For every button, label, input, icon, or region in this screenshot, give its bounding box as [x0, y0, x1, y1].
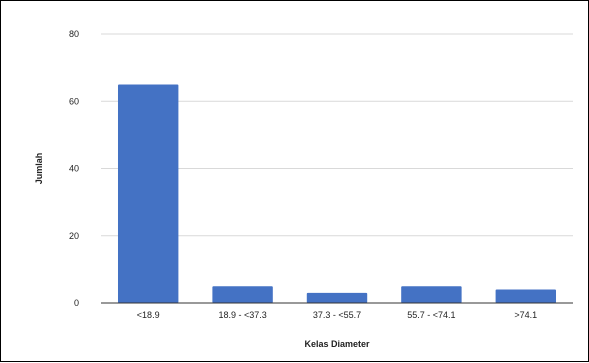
x-axis-title: Kelas Diameter — [304, 339, 370, 349]
bar — [401, 286, 462, 303]
bars — [117, 84, 557, 303]
x-tick-label: >74.1 — [514, 310, 537, 320]
y-tick-label: 60 — [69, 96, 79, 106]
bar — [117, 84, 179, 303]
y-axis-title: Jumlah — [34, 153, 44, 185]
y-tick-label: 40 — [69, 164, 79, 174]
y-tick-label: 80 — [69, 29, 79, 39]
y-axis-ticks: 0 20 40 60 80 — [69, 29, 79, 308]
y-tick-label: 20 — [69, 231, 79, 241]
bar — [495, 289, 557, 303]
gridlines — [101, 33, 573, 237]
bar — [306, 292, 368, 303]
bar — [212, 286, 273, 303]
y-tick-label: 0 — [74, 298, 79, 308]
x-tick-label: 55.7 - <74.1 — [407, 310, 455, 320]
x-tick-label: <18.9 — [137, 310, 160, 320]
x-axis-ticks: <18.9 18.9 - <37.3 37.3 - <55.7 55.7 - <74.… — [137, 310, 537, 320]
x-tick-label: 18.9 - <37.3 — [218, 310, 266, 320]
x-tick-label: 37.3 - <55.7 — [313, 310, 361, 320]
